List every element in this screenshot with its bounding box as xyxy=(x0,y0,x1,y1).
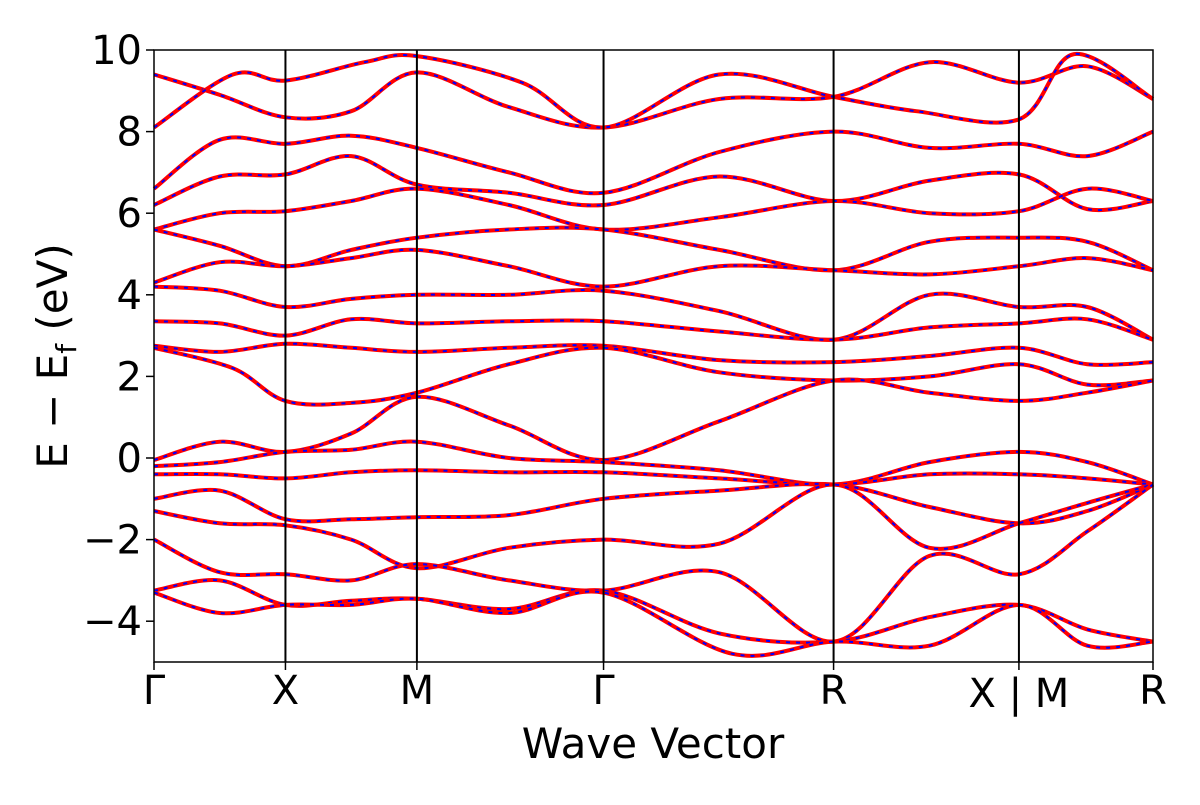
x-tick-label-4: R xyxy=(820,668,848,714)
band-line-overlay-18 xyxy=(153,590,1154,657)
band-line-overlay-10 xyxy=(153,346,1154,406)
x-tick-label-5: X | M xyxy=(969,671,1070,717)
band-line-overlay-8 xyxy=(153,317,1154,341)
band-line-overlay-14 xyxy=(153,482,1154,525)
band-line-overlay-15 xyxy=(153,483,1154,570)
band-line-16 xyxy=(153,482,1155,644)
band-line-overlay-17 xyxy=(153,579,1154,644)
band-line-0 xyxy=(153,60,1154,130)
band-line-2 xyxy=(152,129,1154,196)
y-tick-label-5: 6 xyxy=(117,191,142,237)
x-tick-label-6: R xyxy=(1139,668,1167,714)
band-line-overlay-2 xyxy=(153,130,1154,195)
y-axis-label-main: E − E xyxy=(28,354,77,469)
y-axis-ticks: −4 −2 0 2 4 6 8 10 xyxy=(83,28,154,645)
x-tick-label-3: Γ xyxy=(592,668,615,714)
y-axis-label-subscript: f xyxy=(50,343,83,354)
band-line-overlay-3 xyxy=(153,155,1154,212)
y-tick-label-6: 8 xyxy=(117,110,142,156)
band-line-12 xyxy=(153,439,1154,487)
x-axis-label: Wave Vector xyxy=(522,719,785,768)
band-line-18 xyxy=(153,589,1154,658)
plot-frame xyxy=(153,49,1154,663)
band-line-17 xyxy=(153,578,1154,645)
high-symmetry-lines xyxy=(284,50,1020,662)
band-line-overlay-9 xyxy=(153,342,1154,366)
y-tick-label-0: −4 xyxy=(83,599,142,645)
y-axis-label-unit: (eV) xyxy=(28,243,77,344)
band-line-overlay-16 xyxy=(153,483,1154,643)
y-axis-label: E − Ef (eV) xyxy=(28,243,83,469)
x-axis-ticks: Γ X M Γ R X | M R xyxy=(143,662,1167,717)
y-tick-label-7: 10 xyxy=(91,28,142,74)
y-tick-label-2: 0 xyxy=(117,436,142,482)
band-line-overlay-6 xyxy=(153,248,1154,288)
band-line-overlay-7 xyxy=(153,285,1154,341)
band-line-3 xyxy=(153,154,1154,213)
x-tick-label-1: X xyxy=(272,668,299,714)
x-tick-label-2: M xyxy=(400,668,435,714)
bands-layer xyxy=(152,52,1155,658)
band-line-overlay-13 xyxy=(153,469,1154,486)
band-line-14 xyxy=(153,481,1154,526)
y-tick-label-1: −2 xyxy=(83,518,142,564)
band-line-8 xyxy=(153,316,1154,342)
y-tick-label-4: 4 xyxy=(117,273,142,319)
band-line-15 xyxy=(153,482,1154,571)
y-tick-label-3: 2 xyxy=(117,354,142,400)
band-line-overlay-4 xyxy=(153,187,1154,231)
x-tick-label-0: Γ xyxy=(143,668,166,714)
